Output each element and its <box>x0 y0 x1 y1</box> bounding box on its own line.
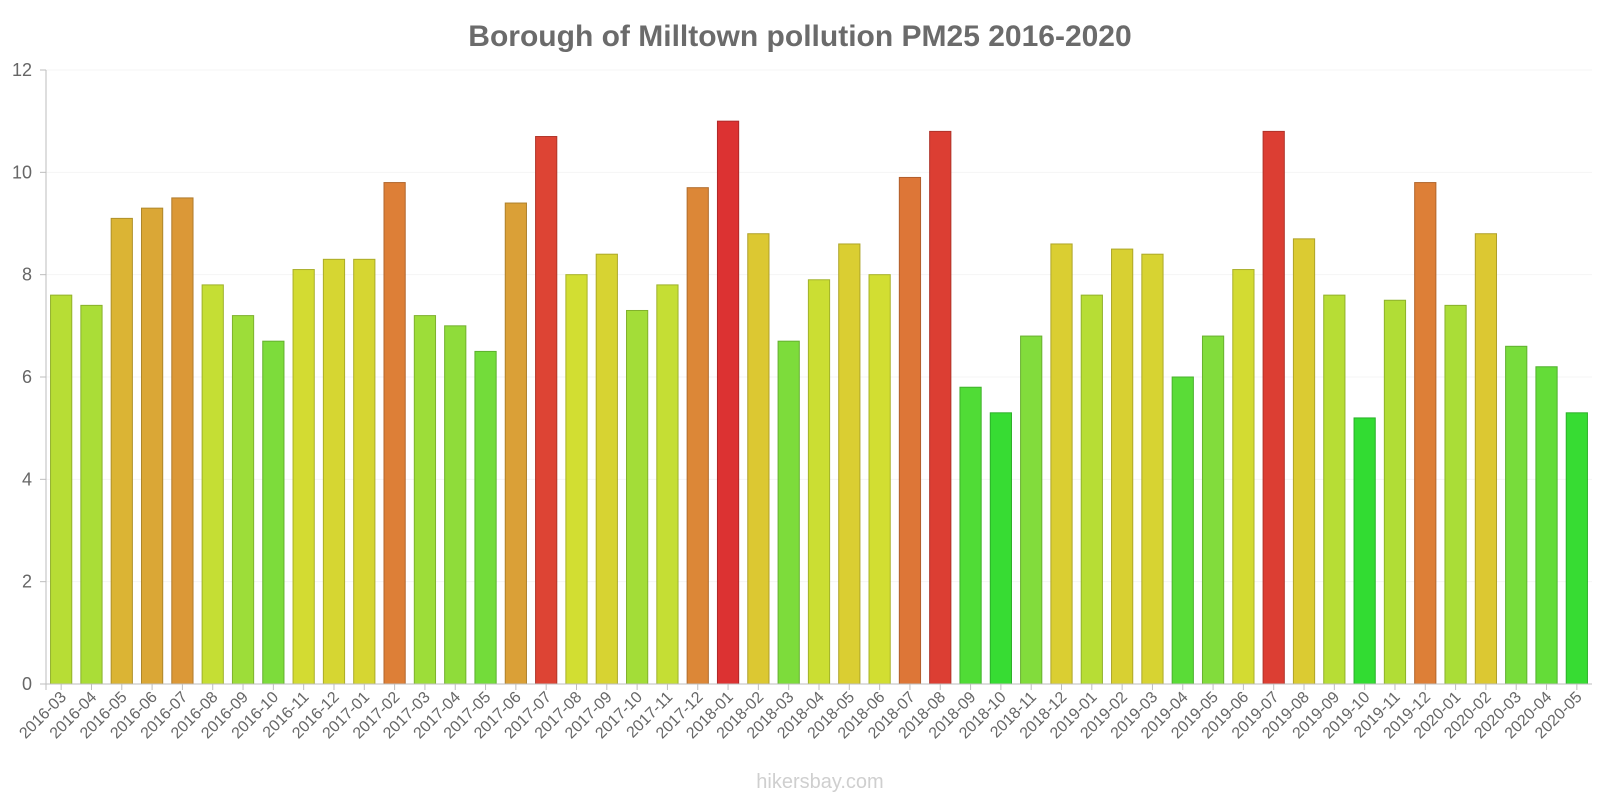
bar-2019-01 <box>1080 294 1103 685</box>
bar-2017-09 <box>595 253 618 685</box>
bar-2016-03 <box>50 294 73 685</box>
bar-2016-04 <box>80 304 103 685</box>
bar-2017-01 <box>353 258 376 685</box>
bar-2018-08 <box>929 130 952 685</box>
bar-2017-04 <box>444 325 467 685</box>
bar-2019-08 <box>1292 238 1316 685</box>
bar-2017-11 <box>656 284 679 685</box>
y-tick-label: 12 <box>12 60 32 80</box>
bar-2019-04 <box>1171 376 1194 685</box>
bar-2018-04 <box>807 279 831 685</box>
bar-2017-08 <box>565 274 588 685</box>
bar-2019-10 <box>1353 417 1376 685</box>
bar-2019-12 <box>1414 182 1437 685</box>
bar-2019-03 <box>1141 253 1164 685</box>
bar-2016-08 <box>201 284 224 685</box>
y-tick-label: 6 <box>22 367 32 387</box>
x-tick-labels: 2016-032016-042016-052016-062016-072016-… <box>16 684 1586 742</box>
bar-2018-02 <box>747 233 770 685</box>
y-tick-labels: 0 2 4 6 8 10 12 <box>12 60 46 694</box>
bar-2017-10 <box>626 309 649 685</box>
bar-2016-05 <box>110 217 133 685</box>
bar-2018-05 <box>838 243 861 685</box>
y-tick-label: 8 <box>22 265 32 285</box>
bar-2018-03 <box>777 340 800 685</box>
bar-2020-05 <box>1565 412 1588 685</box>
bar-2018-10 <box>989 412 1012 685</box>
bar-2016-11 <box>292 269 315 685</box>
bar-2020-04 <box>1535 366 1558 685</box>
bar-2016-06 <box>140 207 164 685</box>
bar-2018-09 <box>959 386 982 685</box>
bar-2019-07 <box>1262 130 1285 685</box>
bar-2019-02 <box>1111 248 1134 685</box>
bar-2017-06 <box>504 202 527 685</box>
y-tick-label: 4 <box>22 469 32 489</box>
bar-2019-05 <box>1201 335 1225 685</box>
bar-2019-09 <box>1323 294 1346 685</box>
bar-2020-03 <box>1505 345 1528 685</box>
bar-2017-12 <box>686 187 709 685</box>
bar-2018-12 <box>1050 243 1073 685</box>
bar-2017-02 <box>383 182 406 685</box>
bar-2018-06 <box>868 274 891 685</box>
bar-2020-01 <box>1444 304 1467 685</box>
bar-2018-07 <box>898 176 922 685</box>
y-tick-label: 10 <box>12 162 32 182</box>
bar-2017-03 <box>413 315 437 685</box>
bar-2019-11 <box>1383 299 1407 685</box>
y-tick-label: 2 <box>22 572 32 592</box>
bar-2020-02 <box>1474 233 1498 685</box>
bar-2016-12 <box>322 258 346 685</box>
bar-2016-07 <box>171 197 194 685</box>
chart-title: Borough of Milltown pollution PM25 2016-… <box>468 20 1131 53</box>
bar-2017-07 <box>535 136 558 685</box>
bar-2017-05 <box>474 350 497 685</box>
bar-2016-10 <box>262 340 285 685</box>
bar-2016-09 <box>231 315 255 685</box>
bar-2018-11 <box>1020 335 1043 685</box>
bar-2019-06 <box>1232 269 1255 685</box>
bars <box>50 120 1588 685</box>
y-tick-label: 0 <box>22 674 32 694</box>
watermark: hikersbay.com <box>756 771 883 793</box>
bar-2018-01 <box>716 120 740 685</box>
